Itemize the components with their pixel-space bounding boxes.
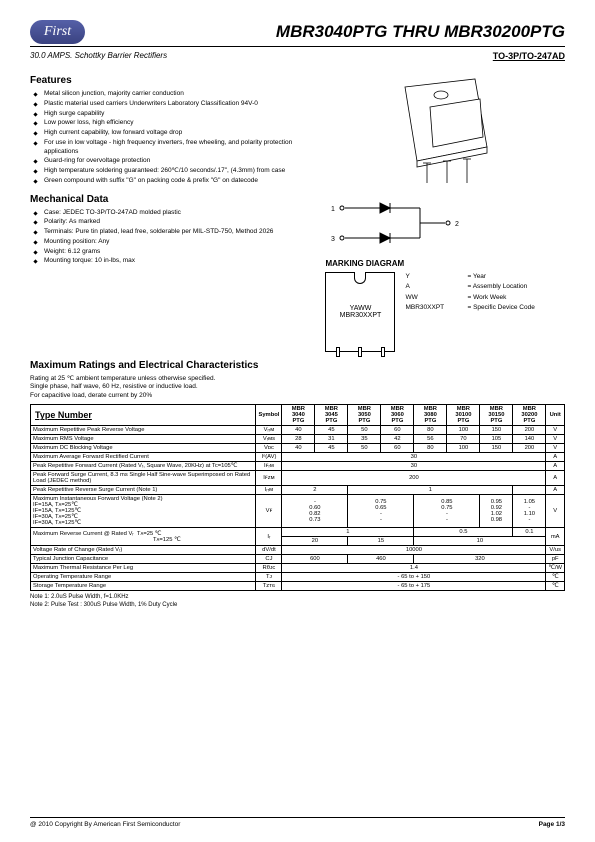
svg-text:3: 3 xyxy=(331,236,335,243)
feature-item: Plastic material used carriers Underwrit… xyxy=(30,100,305,109)
mech-list: Case: JEDEC TO-3P/TO-247AD molded plasti… xyxy=(30,209,305,267)
brand-logo: First xyxy=(30,20,85,44)
package-label: TO-3P/TO-247AD xyxy=(493,51,565,61)
mech-item: Case: JEDEC TO-3P/TO-247AD molded plasti… xyxy=(30,209,305,218)
marking-legend: Y= YearA= Assembly LocationWW= Work Week… xyxy=(405,272,534,314)
subtitle: 30.0 AMPS. Schottky Barrier Rectifiers xyxy=(30,51,167,60)
page-title: MBR3040PTG THRU MBR30200PTG xyxy=(95,22,565,42)
spec-table: Type NumberSymbolMBR3040PTGMBR3045PTGMBR… xyxy=(30,404,565,591)
mech-item: Terminals: Pure tin plated, lead free, s… xyxy=(30,228,305,237)
feature-item: High surge capability xyxy=(30,110,305,119)
mech-item: Weight: 6.12 grams xyxy=(30,248,305,257)
feature-item: Low power loss, high efficiency xyxy=(30,119,305,128)
feature-item: Green compound with suffix "G" on packin… xyxy=(30,177,305,186)
footer-page: Page 1/3 xyxy=(539,821,565,828)
feature-item: Metal silicon junction, majority carrier… xyxy=(30,90,305,99)
feature-item: High temperature soldering guaranteed: 2… xyxy=(30,167,305,176)
marking-chip: YAWW MBR30XXPT xyxy=(325,272,395,352)
footer-copyright: @ 2010 Copyright By American First Semic… xyxy=(30,821,180,828)
mech-item: Mounting torque: 10 in-lbs, max xyxy=(30,257,305,266)
svg-text:2: 2 xyxy=(455,221,459,228)
feature-item: For use in low voltage - high frequency … xyxy=(30,139,305,157)
pin-diagram: 1 3 2 xyxy=(325,193,565,253)
features-heading: Features xyxy=(30,75,305,86)
package-drawing xyxy=(375,77,515,187)
ratings-intro: Rating at 25 ℃ ambient temperature unles… xyxy=(30,375,565,400)
chip-line1: YAWW xyxy=(350,305,372,312)
mech-item: Mounting position: Any xyxy=(30,238,305,247)
ratings-heading: Maximum Ratings and Electrical Character… xyxy=(30,360,565,371)
features-list: Metal silicon junction, majority carrier… xyxy=(30,90,305,186)
chip-line2: MBR30XXPT xyxy=(340,312,382,319)
notes: Note 1: 2.0uS Pulse Width, f=1.0KHzNote … xyxy=(30,594,565,610)
feature-item: High current capability, low forward vol… xyxy=(30,129,305,138)
svg-text:1: 1 xyxy=(331,206,335,213)
mech-item: Polarity: As marked xyxy=(30,218,305,227)
feature-item: Guard-ring for overvoltage protection xyxy=(30,157,305,166)
marking-heading: MARKING DIAGRAM xyxy=(325,259,565,268)
mech-heading: Mechanical Data xyxy=(30,194,305,205)
